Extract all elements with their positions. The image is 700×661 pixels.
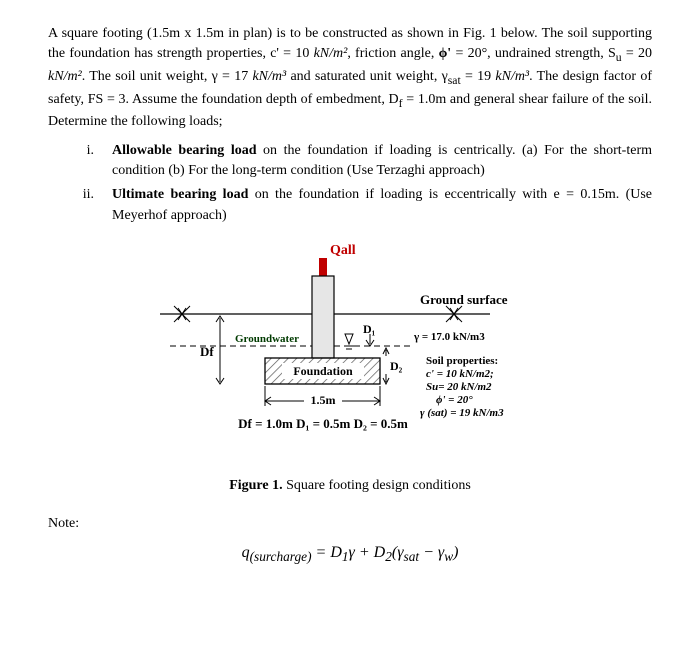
caption-bold: Figure 1.	[229, 478, 282, 493]
list-item: ii. Ultimate bearing load on the foundat…	[76, 185, 652, 226]
groundwater-label: Groundwater	[235, 333, 299, 345]
soil-gsat: γ (sat) = 19 kN/m3	[420, 407, 504, 419]
soil-title: Soil properties:	[426, 355, 498, 367]
column	[312, 276, 334, 358]
item-num: ii.	[76, 185, 94, 226]
figure-svg: Qall Ground surface Groundwater	[130, 236, 570, 466]
d2-label: D₂	[390, 359, 403, 373]
soil-su: Su= 20 kN/m2	[426, 381, 492, 393]
d1-label: D₁	[363, 322, 376, 336]
item-body: Ultimate bearing load on the foundation …	[112, 185, 652, 226]
soil-c: c' = 10 kN/m2;	[426, 368, 494, 380]
note-block: Note: q(surcharge) = D1γ + D2(γsat − γw)	[48, 514, 652, 566]
problem-items: i. Allowable bearing load on the foundat…	[48, 141, 652, 226]
gw-marker	[345, 334, 353, 344]
dims-summary: Df = 1.0m D₁ = 0.5m D₂ = 0.5m	[238, 416, 408, 431]
width-label: 1.5m	[311, 393, 336, 407]
figure-1: Qall Ground surface Groundwater	[48, 236, 652, 496]
list-item: i. Allowable bearing load on the foundat…	[76, 141, 652, 182]
soil-phi: ϕ' = 20°	[436, 394, 473, 406]
ground-surface-label: Ground surface	[420, 292, 508, 307]
df-label: Df	[200, 344, 214, 359]
surcharge-formula: q(surcharge) = D1γ + D2(γsat − γw)	[48, 541, 652, 567]
item-num: i.	[76, 141, 94, 182]
figure-caption: Figure 1. Square footing design conditio…	[229, 476, 471, 496]
qall-label: Qall	[330, 243, 356, 258]
gamma-label: γ = 17.0 kN/m3	[413, 331, 485, 343]
caption-rest: Square footing design conditions	[283, 478, 471, 493]
item-body: Allowable bearing load on the foundation…	[112, 141, 652, 182]
foundation-label: Foundation	[293, 364, 353, 378]
note-label: Note:	[48, 514, 652, 534]
problem-intro: A square footing (1.5m x 1.5m in plan) i…	[48, 24, 652, 133]
